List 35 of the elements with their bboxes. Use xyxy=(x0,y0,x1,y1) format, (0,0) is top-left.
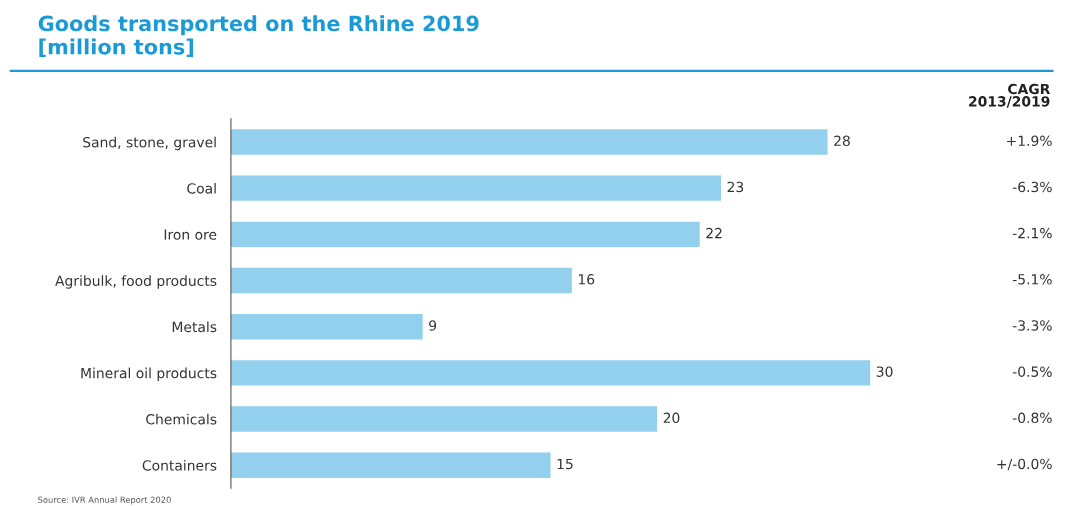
y-tick-label: Containers xyxy=(142,459,217,471)
text: +/-0.0% xyxy=(997,458,1052,471)
text: CAGR 2013/2019 xyxy=(969,83,1051,108)
y-tick-label: Agribulk, food products xyxy=(55,275,217,289)
bar xyxy=(230,129,828,155)
bar xyxy=(230,267,572,294)
bar xyxy=(230,175,722,201)
y-tick-label: Coal xyxy=(187,182,216,194)
bar xyxy=(230,313,423,340)
text: -0.8% xyxy=(1012,412,1052,424)
text: -3.3% xyxy=(1012,320,1052,331)
data-label: 28 xyxy=(834,135,850,147)
data-label: 20 xyxy=(663,412,680,424)
data-label: 30 xyxy=(876,366,893,377)
bar xyxy=(230,406,658,432)
y-tick-label: Chemicals xyxy=(146,413,217,425)
text: -6.3% xyxy=(1012,181,1052,193)
data-label: 23 xyxy=(727,181,744,193)
bar xyxy=(230,221,700,248)
source-note: Source: IVR Annual Report 2020 xyxy=(38,496,171,505)
y-tick-label: Metals xyxy=(172,321,217,333)
chart-title: Goods transported on the Rhine 2019 [million tons] xyxy=(38,15,479,58)
bar xyxy=(230,360,871,386)
data-label: 15 xyxy=(557,458,573,470)
data-label: 9 xyxy=(429,320,437,331)
text: +1.9% xyxy=(1007,135,1052,147)
text: -5.1% xyxy=(1012,274,1052,285)
y-tick-label: Sand, stone, gravel xyxy=(83,136,216,151)
text: -0.5% xyxy=(1012,366,1052,377)
data-label: 16 xyxy=(578,274,595,285)
text: -2.1% xyxy=(1012,227,1052,239)
y-tick-label: Mineral oil products xyxy=(81,367,217,382)
bar xyxy=(230,452,551,478)
data-label: 22 xyxy=(706,227,722,239)
y-tick-label: Iron ore xyxy=(164,229,217,240)
